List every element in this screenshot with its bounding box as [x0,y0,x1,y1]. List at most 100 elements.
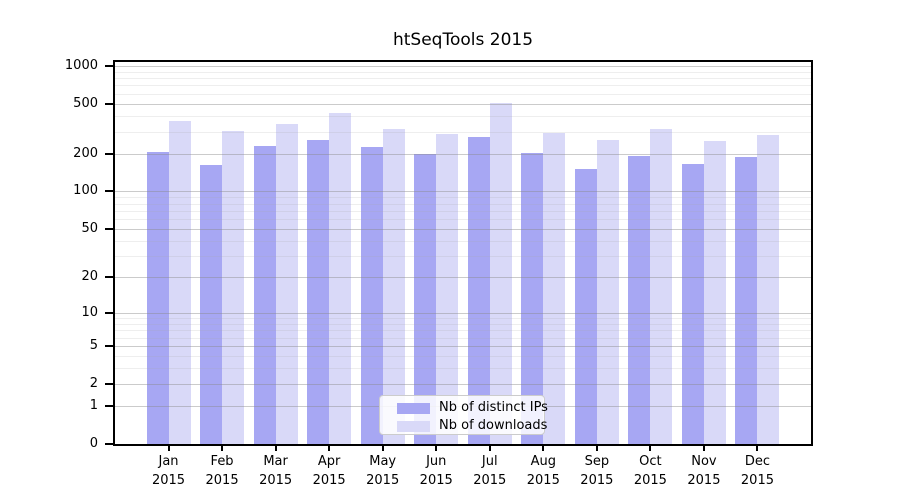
y-tick-label-5: 5 [89,337,98,353]
y-tick-label-10: 10 [81,304,98,320]
bar-downloads-nov [703,140,726,444]
gridline-minor-80 [115,203,811,205]
x-label-year-jul: 2015 [473,473,507,488]
bar-downloads-jun [436,134,459,444]
bar-ips-oct [628,155,651,444]
bar-downloads-jul [489,103,512,444]
x-label-year-oct: 2015 [633,473,667,488]
legend: Nb of distinct IPs Nb of downloads [379,395,548,435]
gridline-major-10 [115,312,811,314]
gridline-minor-300 [115,131,811,133]
x-tick-label-dec: Dec 2015 [727,452,787,490]
x-tick-label-apr: Apr 2015 [299,452,359,490]
legend-label-distinct-ips: Nb of distinct IPs [439,400,548,415]
gridline-minor-70 [115,210,811,212]
bar-ips-jun [414,153,437,444]
gridline-minor-900 [115,71,811,73]
chart-title: htSeqTools 2015 [392,30,534,50]
x-label-month-apr: Apr [317,454,341,469]
bar-ips-jul [467,136,490,444]
gridline-minor-90 [115,197,811,199]
x-label-month-may: May [369,454,397,469]
gridline-major-1000 [115,66,811,67]
x-tick-label-mar: Mar 2015 [246,452,306,490]
bar-downloads-aug [543,133,566,444]
bar-downloads-feb [222,130,245,444]
gridline-major-50 [115,228,811,230]
y-tick-label-1000: 1000 [64,58,98,73]
gridline-minor-30 [115,256,811,258]
x-tick-mark-may [381,446,384,451]
gridline-minor-9 [115,318,811,320]
bar-ips-mar [253,145,276,444]
y-tick-label-100: 100 [73,183,98,199]
gridline-major-200 [115,153,811,155]
x-label-month-jan: Jan [158,454,179,469]
bar-downloads-may [382,128,405,444]
bar-ips-jan [146,151,169,444]
bar-downloads-apr [329,113,352,444]
bar-ips-apr [307,139,330,444]
x-label-month-jul: Jul [481,454,498,469]
x-label-year-nov: 2015 [687,473,721,488]
x-tick-mark-oct [649,446,652,451]
bar-downloads-dec [757,135,780,444]
gridline-major-500 [115,103,811,105]
y-tick-mark-1 [105,405,113,408]
y-tick-mark-500 [105,102,113,105]
legend-item-downloads: Nb of downloads [397,417,548,435]
y-tick-mark-200 [105,152,113,155]
legend-swatch-distinct-ips [397,402,430,414]
bar-downloads-sep [596,140,619,444]
x-label-month-nov: Nov [691,454,717,469]
gridline-minor-800 [115,78,811,80]
x-label-year-sep: 2015 [580,473,614,488]
y-tick-mark-100 [105,190,113,193]
x-tick-mark-aug [542,446,545,451]
x-label-month-oct: Oct [639,454,662,469]
x-tick-mark-mar [274,446,277,451]
x-tick-label-sep: Sep 2015 [567,452,627,490]
bar-ips-dec [735,157,758,444]
y-tick-mark-10 [105,311,113,314]
gridline-minor-8 [115,323,811,325]
y-tick-mark-20 [105,276,113,279]
x-tick-mark-sep [595,446,598,451]
legend-label-downloads: Nb of downloads [439,418,548,433]
gridline-minor-40 [115,240,811,242]
y-tick-mark-1000 [105,65,113,67]
gridline-major-5 [115,345,811,347]
y-tick-label-1: 1 [89,398,98,414]
x-tick-label-aug: Aug 2015 [513,452,573,490]
x-tick-label-jan: Jan 2015 [139,452,199,490]
legend-item-distinct-ips: Nb of distinct IPs [397,399,548,417]
y-tick-mark-50 [105,227,113,230]
x-label-year-apr: 2015 [312,473,346,488]
x-tick-mark-jul [488,446,491,451]
x-tick-label-jun: Jun 2015 [406,452,466,490]
x-tick-mark-dec [756,446,759,451]
x-tick-label-feb: Feb 2015 [192,452,252,490]
gridline-minor-600 [115,93,811,95]
x-tick-mark-jun [435,446,438,451]
x-tick-mark-apr [328,446,331,451]
x-label-month-feb: Feb [210,454,234,469]
gridline-minor-400 [115,116,811,118]
x-label-month-jun: Jun [426,454,447,469]
bar-downloads-jan [168,120,191,444]
bar-ips-may [360,146,383,444]
y-tick-mark-5 [105,344,113,347]
y-tick-label-2: 2 [89,375,98,391]
x-label-year-jan: 2015 [151,473,186,488]
gridline-minor-700 [115,85,811,87]
gridline-minor-4 [115,355,811,357]
x-tick-label-nov: Nov 2015 [674,452,734,490]
x-label-year-feb: 2015 [205,473,239,488]
y-tick-label-50: 50 [81,220,98,236]
x-label-year-aug: 2015 [526,473,560,488]
gridline-major-100 [115,191,811,193]
gridline-minor-60 [115,219,811,221]
x-label-year-dec: 2015 [740,473,774,488]
x-tick-mark-feb [221,446,224,451]
